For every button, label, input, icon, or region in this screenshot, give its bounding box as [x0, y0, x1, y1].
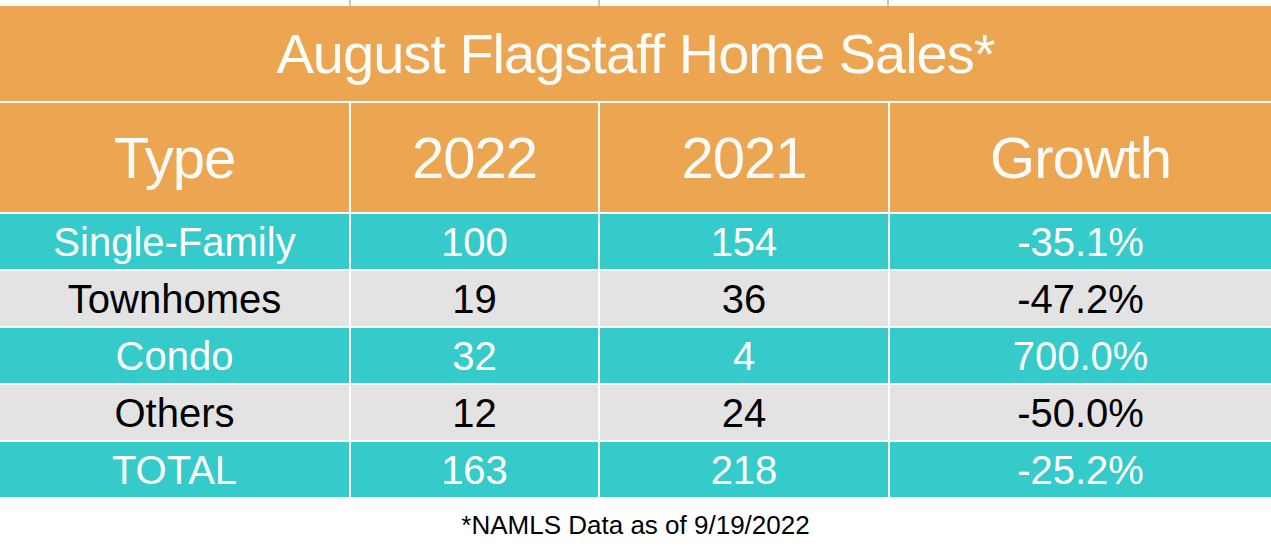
- table-cell: Condo: [0, 328, 349, 383]
- table-cell: Townhomes: [0, 271, 349, 326]
- table-title: August Flagstaff Home Sales*: [0, 6, 1271, 101]
- table-cell: -50.0%: [890, 385, 1271, 440]
- table-cell: 24: [600, 385, 888, 440]
- column-header-2022: 2022: [351, 103, 598, 212]
- table-cell: 154: [600, 214, 888, 269]
- table-cell: -47.2%: [890, 271, 1271, 326]
- footnote: *NAMLS Data as of 9/19/2022: [0, 497, 1271, 553]
- table-cell: Others: [0, 385, 349, 440]
- home-sales-table-screenshot: August Flagstaff Home Sales* Type 2022 2…: [0, 0, 1271, 553]
- table-cell: 100: [351, 214, 598, 269]
- table-cell: 32: [351, 328, 598, 383]
- sales-table: August Flagstaff Home Sales* Type 2022 2…: [0, 6, 1271, 497]
- table-cell: -35.1%: [890, 214, 1271, 269]
- table-cell: 218: [600, 442, 888, 497]
- table-cell: Single-Family: [0, 214, 349, 269]
- table-cell: 36: [600, 271, 888, 326]
- table-cell: 12: [351, 385, 598, 440]
- column-header-growth: Growth: [890, 103, 1271, 212]
- table-cell: -25.2%: [890, 442, 1271, 497]
- column-header-type: Type: [0, 103, 349, 212]
- column-header-2021: 2021: [600, 103, 888, 212]
- table-cell: 700.0%: [890, 328, 1271, 383]
- table-cell: 19: [351, 271, 598, 326]
- table-cell: TOTAL: [0, 442, 349, 497]
- table-cell: 4: [600, 328, 888, 383]
- table-cell: 163: [351, 442, 598, 497]
